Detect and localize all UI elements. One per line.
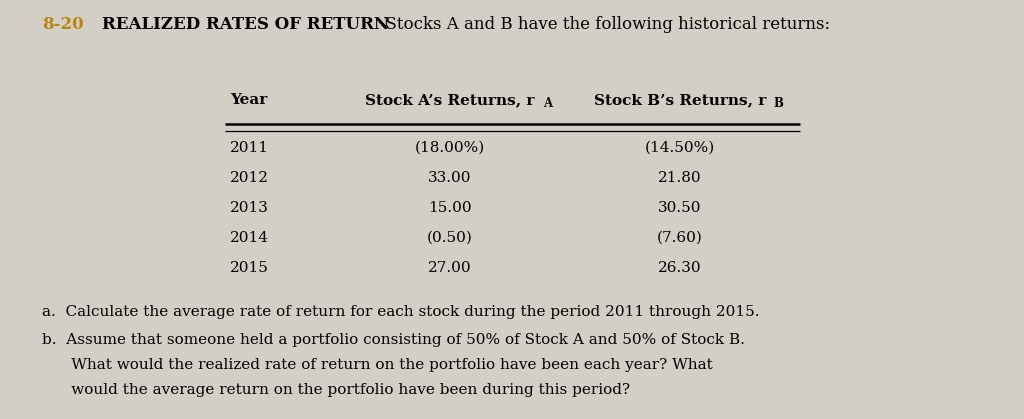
Text: Year: Year bbox=[230, 93, 267, 107]
Text: would the average return on the portfolio have been during this period?: would the average return on the portfoli… bbox=[42, 383, 630, 397]
Text: (14.50%): (14.50%) bbox=[645, 141, 715, 155]
Text: (7.60): (7.60) bbox=[657, 231, 702, 245]
Text: A: A bbox=[543, 97, 552, 110]
Text: 2012: 2012 bbox=[230, 171, 269, 185]
Text: (18.00%): (18.00%) bbox=[415, 141, 485, 155]
Text: B: B bbox=[773, 97, 783, 110]
Text: 27.00: 27.00 bbox=[428, 261, 472, 275]
Text: Stock A’s Returns, r: Stock A’s Returns, r bbox=[366, 93, 535, 107]
Text: 21.80: 21.80 bbox=[658, 171, 701, 185]
Text: 2014: 2014 bbox=[230, 231, 269, 245]
Text: a.  Calculate the average rate of return for each stock during the period 2011 t: a. Calculate the average rate of return … bbox=[42, 305, 760, 319]
Text: 33.00: 33.00 bbox=[428, 171, 472, 185]
Text: REALIZED RATES OF RETURN: REALIZED RATES OF RETURN bbox=[102, 16, 389, 33]
Text: (0.50): (0.50) bbox=[427, 231, 473, 245]
Text: Stocks A and B have the following historical returns:: Stocks A and B have the following histor… bbox=[375, 16, 830, 33]
Text: b.  Assume that someone held a portfolio consisting of 50% of Stock A and 50% of: b. Assume that someone held a portfolio … bbox=[42, 333, 744, 347]
Text: Stock B’s Returns, r: Stock B’s Returns, r bbox=[594, 93, 766, 107]
Text: 2015: 2015 bbox=[230, 261, 269, 275]
Text: What would the realized rate of return on the portfolio have been each year? Wha: What would the realized rate of return o… bbox=[42, 358, 713, 372]
Text: 15.00: 15.00 bbox=[428, 201, 472, 215]
Text: 30.50: 30.50 bbox=[658, 201, 701, 215]
Text: 2013: 2013 bbox=[230, 201, 269, 215]
Text: 2011: 2011 bbox=[230, 141, 269, 155]
Text: 26.30: 26.30 bbox=[658, 261, 701, 275]
Text: 8-20: 8-20 bbox=[42, 16, 84, 33]
